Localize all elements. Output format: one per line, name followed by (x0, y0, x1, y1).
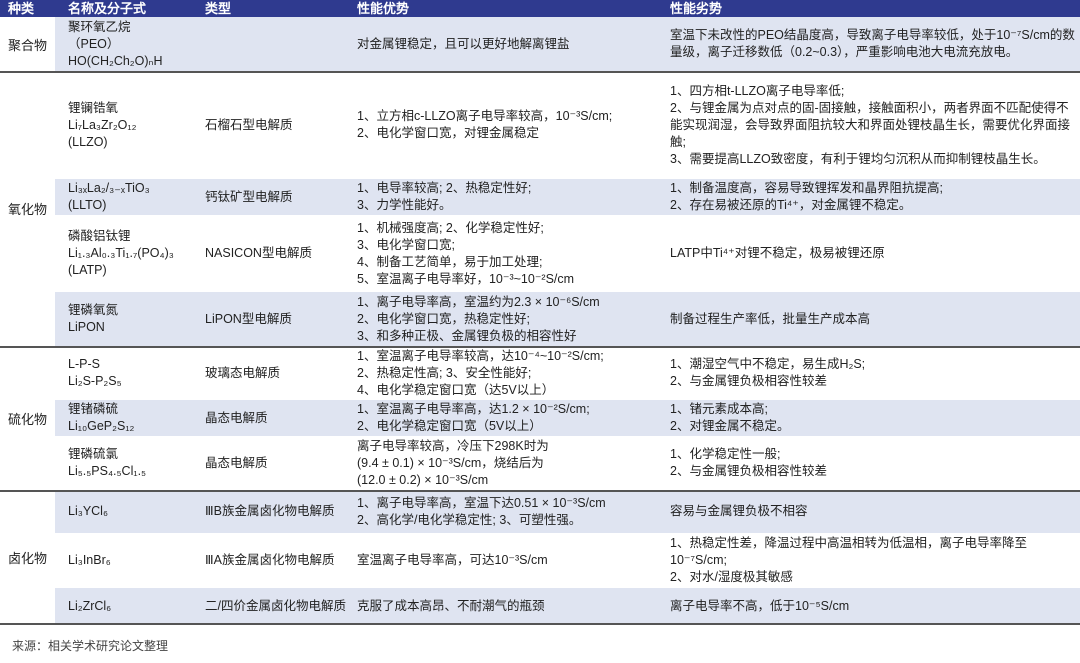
category-label: 硫化物 (7, 411, 47, 427)
electrolyte-type: 钙钛矿型电解质 (205, 189, 293, 204)
group-divider (0, 490, 1080, 492)
header-category: 种类 (8, 1, 35, 16)
group-divider (0, 346, 1080, 348)
electrolyte-type: 晶态电解质 (205, 410, 268, 425)
header-type: 类型 (205, 1, 232, 16)
header-advantages: 性能优势 (357, 1, 410, 16)
advantages-cell: 1、立方相c-LLZO离子电导率较高，10⁻³S/cm; 2、电化学窗口宽，对锂… (357, 109, 613, 140)
group-divider (0, 71, 1080, 73)
electrolyte-type: 玻璃态电解质 (205, 365, 281, 380)
advantages-cell: 1、机械强度高; 2、化学稳定性好; 3、电化学窗口宽; 4、制备工艺简单，易于… (357, 220, 575, 286)
material-name: 锂锗磷硫 Li₁₀GeP₂S₁₂ (68, 402, 135, 433)
advantages-cell: 1、离子电导率高，室温下达0.51 × 10⁻³S/cm 2、高化学/电化学稳定… (357, 495, 606, 527)
advantages-cell: 对金属锂稳定，且可以更好地解离锂盐 (357, 36, 570, 51)
category-label: 氧化物 (7, 202, 47, 217)
group-divider (0, 623, 1080, 625)
electrolyte-type: ⅢB族金属卤化物电解质 (205, 504, 335, 518)
category-label: 卤化物 (7, 550, 47, 566)
electrolyte-type: 晶态电解质 (205, 455, 268, 470)
disadvantages-cell: 1、锗元素成本高; 2、对锂金属不稳定。 (670, 402, 790, 433)
table-header: 种类 名称及分子式 类型 性能优势 性能劣势 (0, 0, 1080, 17)
disadvantages-cell: 制备过程生产率低，批量生产成本高 (670, 311, 871, 326)
electrolyte-type: ⅢA族金属卤化物电解质 (205, 553, 335, 567)
advantages-cell: 1、室温离子电导率较高，达10⁻⁴~10⁻²S/cm; 2、热稳定性高; 3、安… (357, 348, 604, 397)
disadvantages-cell: 室温下未改性的PEO结晶度高，导致离子电导率较低，处于10⁻⁷S/cm的数量级，… (670, 28, 1075, 59)
material-name: Li₃InBr₆ (68, 553, 111, 567)
table-row: Li₂ZrCl₆ 二/四价金属卤化物电解质 克服了成本高昂、不耐潮气的瓶颈 离子电导率… (55, 588, 1080, 624)
table-row: 锂磷氧氮 LiPON LiPON型电解质 1、离子电导率高，室温约为2.3 × 10… (55, 292, 1080, 346)
material-name: 聚环氧乙烷 （PEO） HO(CH₂Ch₂O)ₙH (68, 19, 163, 68)
advantages-cell: 1、离子电导率高，室温约为2.3 × 10⁻⁶S/cm 2、电化学窗口宽，热稳定… (357, 294, 600, 343)
advantages-cell: 室温离子电导率高，可达10⁻³S/cm (357, 553, 548, 567)
advantages-cell: 离子电导率较高，冷压下298K时为 (9.4 ± 0.1) × 10⁻³S/cm… (357, 438, 549, 487)
electrolyte-type (205, 17, 355, 71)
disadvantages-cell: 1、热稳定性差，降温过程中高温相转为低温相，离子电导率降至10⁻⁷S/cm; 2… (670, 536, 1027, 584)
material-name: Li₃YCl₆ (68, 504, 109, 518)
table-row: Li₃InBr₆ ⅢA族金属卤化物电解质 室温离子电导率高，可达10⁻³S/cm 1、… (55, 533, 1080, 588)
electrolyte-type: 石榴石型电解质 (205, 117, 293, 132)
material-name: Li₂ZrCl₆ (68, 598, 112, 613)
disadvantages-cell: LATP中Ti⁴⁺对锂不稳定，极易被锂还原 (670, 246, 885, 260)
disadvantages-cell: 1、制备温度高，容易导致锂挥发和晶界阻抗提高; 2、存在易被还原的Ti⁴⁺，对金… (670, 181, 943, 212)
material-name: 锂磷硫氯 Li₅.₅PS₄.₅Cl₁.₅ (68, 447, 147, 478)
table-row: Li₃YCl₆ ⅢB族金属卤化物电解质 1、离子电导率高，室温下达0.51 × 10… (55, 490, 1080, 533)
material-name: 锂磷氧氮 LiPON (68, 303, 119, 334)
material-name: L-P-S Li₂S-P₂S₅ (68, 357, 122, 388)
advantages-cell: 1、电导率较高; 2、热稳定性好; 3、力学性能好。 (357, 181, 532, 212)
electrolyte-type: LiPON型电解质 (205, 311, 292, 326)
category-label: 聚合物 (7, 37, 47, 53)
disadvantages-cell: 容易与金属锂负极不相容 (670, 504, 808, 518)
table-row: 聚环氧乙烷 （PEO） HO(CH₂Ch₂O)ₙH 对金属锂稳定，且可以更好地解离… (55, 17, 1080, 71)
table-row: Li₃ₓLa₂/₃₋ₓTiO₃ (LLTO) 钙钛矿型电解质 1、电导率较高; 2、… (55, 179, 1080, 215)
table-row: 锂磷硫氯 Li₅.₅PS₄.₅Cl₁.₅ 晶态电解质 离子电导率较高，冷压下298K… (55, 436, 1080, 490)
table-row: 锂锗磷硫 Li₁₀GeP₂S₁₂ 晶态电解质 1、室温离子电导率高，达1.2 × 1… (55, 400, 1080, 436)
header-name: 名称及分子式 (68, 1, 147, 16)
table-row: L-P-S Li₂S-P₂S₅ 玻璃态电解质 1、室温离子电导率较高，达10⁻⁴~1… (55, 346, 1080, 400)
material-name: 磷酸铝钛锂 Li₁.₃Al₀.₃Ti₁.₇(PO₄)₃ (LATP) (68, 229, 174, 277)
advantages-cell: 1、室温离子电导率高，达1.2 × 10⁻²S/cm; 2、电化学稳定窗口宽（5… (357, 402, 590, 433)
table-row: 锂镧锆氧 Li₇La₃Zr₂O₁₂ (LLZO) 石榴石型电解质 1、立方相c-LL… (55, 71, 1080, 179)
header-disadvantages: 性能劣势 (670, 1, 723, 16)
advantages-cell: 克服了成本高昂、不耐潮气的瓶颈 (357, 598, 545, 613)
source-note: 来源：相关学术研究论文整理 (12, 639, 169, 653)
material-name: Li₃ₓLa₂/₃₋ₓTiO₃ (LLTO) (68, 181, 150, 212)
disadvantages-cell: 离子电导率不高，低于10⁻⁵S/cm (670, 598, 850, 613)
electrolyte-type: NASICON型电解质 (205, 246, 312, 260)
electrolyte-type: 二/四价金属卤化物电解质 (205, 598, 346, 613)
disadvantages-cell: 1、四方相t-LLZO离子电导率低; 2、与锂金属为点对点的固-固接触，接触面积… (670, 83, 1071, 166)
table-row: 磷酸铝钛锂 Li₁.₃Al₀.₃Ti₁.₇(PO₄)₃ (LATP) NASICO… (55, 215, 1080, 292)
disadvantages-cell: 1、化学稳定性一般; 2、与金属锂负极相容性较差 (670, 447, 827, 478)
material-name: 锂镧锆氧 Li₇La₃Zr₂O₁₂ (LLZO) (68, 100, 137, 149)
disadvantages-cell: 1、潮湿空气中不稳定，易生成H₂S; 2、与金属锂负极相容性较差 (670, 357, 866, 388)
